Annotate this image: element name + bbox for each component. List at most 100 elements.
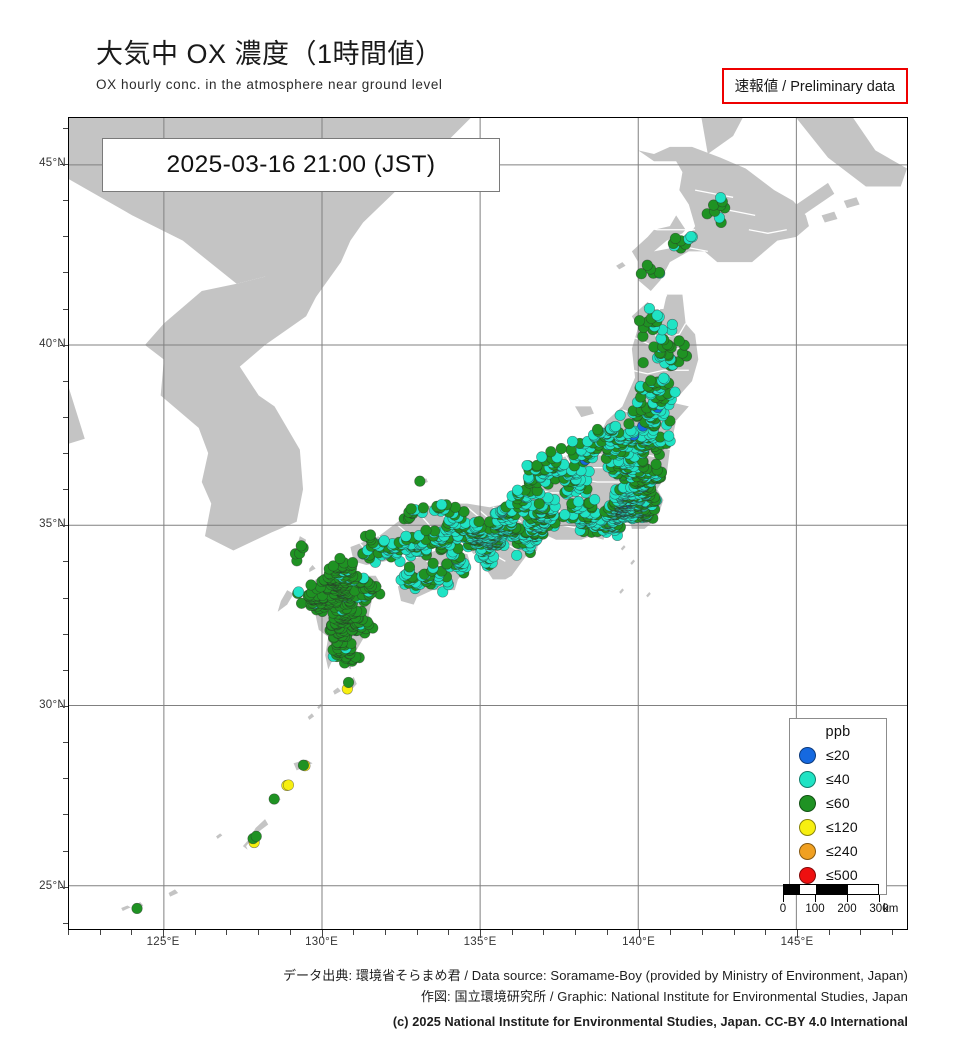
station-point[interactable]: [342, 676, 355, 688]
station-point[interactable]: [645, 375, 657, 387]
legend-item-label: ≤500: [826, 867, 858, 883]
axis-tick: [765, 930, 767, 935]
station-point[interactable]: [473, 516, 485, 528]
station-point[interactable]: [633, 315, 646, 327]
axis-tick: [575, 930, 577, 935]
station-point[interactable]: [292, 586, 305, 598]
axis-tick: [448, 930, 450, 935]
scale-bar-label: 200: [837, 903, 857, 915]
station-point[interactable]: [441, 558, 453, 570]
station-point[interactable]: [572, 496, 584, 508]
legend-item-lte40[interactable]: ≤40: [796, 767, 880, 791]
station-point[interactable]: [635, 268, 647, 280]
axis-tick: [63, 778, 68, 780]
legend-item-lte20[interactable]: ≤20: [796, 743, 880, 767]
axis-tick: [63, 850, 68, 852]
station-point[interactable]: [405, 503, 417, 515]
axis-tick: [63, 236, 68, 238]
station-point[interactable]: [420, 524, 432, 536]
station-point[interactable]: [378, 535, 390, 547]
x-axis-tick-label: 125°E: [146, 936, 180, 948]
x-axis-tick-label: 145°E: [780, 936, 814, 948]
station-point[interactable]: [511, 549, 523, 561]
legend-item-lte120[interactable]: ≤120: [796, 815, 880, 839]
station-point[interactable]: [364, 529, 377, 541]
station-point[interactable]: [651, 309, 663, 321]
station-point[interactable]: [417, 502, 429, 514]
legend-item-lte500[interactable]: ≤500: [796, 863, 880, 887]
prefecture-border: [748, 229, 787, 234]
station-point[interactable]: [400, 530, 412, 542]
station-point[interactable]: [559, 509, 571, 521]
station-point[interactable]: [297, 759, 310, 771]
footer: データ出典: 環境省そらまめ君 / Data source: Soramame-…: [0, 965, 908, 1033]
scale-bar-blocks: [783, 884, 879, 895]
axis-tick: [701, 930, 703, 935]
station-point[interactable]: [658, 372, 670, 384]
axis-tick: [63, 272, 68, 274]
axis-tick: [194, 930, 196, 935]
station-point[interactable]: [566, 435, 579, 447]
scale-bar-unit: km: [883, 903, 899, 915]
station-point[interactable]: [437, 586, 449, 598]
landmass-miyako: [168, 889, 179, 897]
footer-line-1: データ出典: 環境省そらまめ君 / Data source: Soramame-…: [282, 968, 908, 983]
scale-bar-ticks: [783, 895, 880, 902]
station-point[interactable]: [305, 579, 317, 591]
station-point[interactable]: [663, 430, 675, 442]
station-point[interactable]: [521, 459, 533, 472]
station-point[interactable]: [614, 409, 626, 421]
axis-tick: [63, 416, 68, 418]
axis-tick: [670, 930, 672, 935]
station-point[interactable]: [414, 475, 426, 487]
legend-item-label: ≤40: [826, 771, 850, 787]
station-point[interactable]: [250, 830, 262, 842]
footer-line-3: (c) 2025 National Institute for Environm…: [392, 1015, 908, 1029]
legend-item-lte240[interactable]: ≤240: [796, 839, 880, 863]
station-point[interactable]: [673, 335, 685, 347]
station-point[interactable]: [610, 420, 622, 433]
prefecture-border: [638, 225, 696, 231]
station-point[interactable]: [666, 318, 678, 331]
map-plot-area[interactable]: [68, 117, 908, 930]
station-point[interactable]: [685, 230, 697, 243]
station-point[interactable]: [334, 552, 346, 564]
axis-tick: [63, 127, 68, 129]
station-point[interactable]: [650, 458, 662, 470]
station-point[interactable]: [531, 459, 543, 472]
legend-color-swatch-icon: [799, 842, 816, 860]
x-axis-tick-label: 130°E: [305, 936, 339, 948]
station-point[interactable]: [536, 451, 548, 463]
station-point[interactable]: [669, 386, 681, 398]
station-point[interactable]: [427, 557, 439, 569]
station-point[interactable]: [669, 232, 682, 244]
station-point[interactable]: [641, 259, 653, 271]
station-point[interactable]: [623, 418, 635, 430]
axis-tick: [68, 930, 69, 935]
landmass-izu-a: [620, 545, 626, 551]
station-point[interactable]: [589, 493, 601, 506]
station-point[interactable]: [295, 540, 307, 552]
station-point[interactable]: [555, 443, 567, 455]
station-point[interactable]: [637, 357, 649, 369]
station-point[interactable]: [715, 192, 727, 204]
station-point[interactable]: [268, 793, 280, 805]
legend-item-lte60[interactable]: ≤60: [796, 791, 880, 815]
station-point[interactable]: [545, 446, 557, 458]
legend-color-swatch-icon: [799, 794, 816, 812]
axis-tick: [638, 930, 640, 938]
station-point[interactable]: [327, 560, 339, 572]
axis-tick: [60, 344, 68, 346]
station-point[interactable]: [591, 423, 604, 435]
station-point[interactable]: [511, 484, 524, 496]
axis-tick: [511, 930, 513, 935]
station-point[interactable]: [643, 302, 655, 315]
station-point[interactable]: [436, 499, 448, 511]
legend-color-swatch-icon: [799, 770, 816, 788]
station-point[interactable]: [403, 561, 416, 573]
station-points-layer: [131, 192, 731, 915]
station-point[interactable]: [131, 902, 143, 915]
scale-bar-label: 100: [805, 903, 825, 915]
station-point[interactable]: [347, 557, 359, 569]
station-point[interactable]: [282, 779, 295, 791]
